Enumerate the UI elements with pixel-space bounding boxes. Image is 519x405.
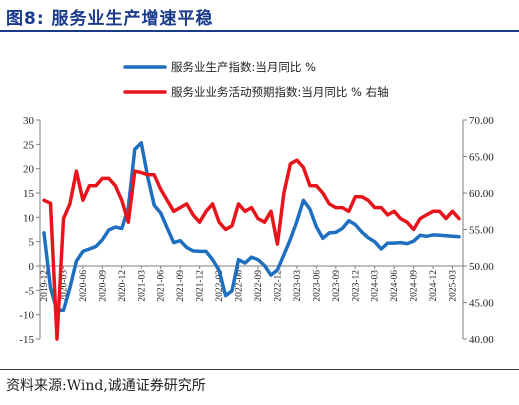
line-chart: -15 -10 -5 0 5 10 15 20 25 30 40.00 45.00 50.00 55.00… bbox=[19, 60, 494, 346]
right-tick-label: 65.00 bbox=[469, 152, 494, 164]
right-tick-label: 60.00 bbox=[469, 188, 494, 200]
right-tick-label: 50.00 bbox=[469, 261, 494, 273]
x-tick-label: 2022-06 bbox=[235, 270, 245, 302]
x-tick-label: 2021-03 bbox=[137, 270, 147, 302]
right-tick-label: 45.00 bbox=[469, 298, 494, 310]
left-tick-label: 20 bbox=[23, 164, 35, 176]
x-tick-label: 2020-12 bbox=[118, 270, 128, 302]
right-tick-label: 70.00 bbox=[469, 115, 494, 127]
x-tick-label: 2022-03 bbox=[215, 270, 225, 302]
x-tick-label: 2021-06 bbox=[157, 270, 167, 302]
x-tick-label: 2021-09 bbox=[176, 270, 186, 302]
source-note: 资料来源:Wind,诚通证券研究所 bbox=[6, 378, 206, 394]
left-tick-label: -5 bbox=[25, 285, 35, 297]
x-tick-label: 2023-06 bbox=[312, 270, 322, 302]
x-tick-label: 2019-12 bbox=[40, 270, 50, 302]
footer-rule bbox=[0, 369, 519, 370]
x-tick-label: 2021-12 bbox=[196, 270, 206, 302]
title-rule bbox=[0, 30, 519, 32]
series-line-business-expectation bbox=[42, 158, 461, 341]
legend-label: 服务业生产指数:当月同比 % bbox=[171, 60, 316, 74]
x-tick-label: 2023-03 bbox=[293, 270, 303, 302]
left-tick-label: 15 bbox=[23, 188, 35, 200]
x-tick-label: 2022-12 bbox=[273, 270, 283, 302]
left-tick-label: 0 bbox=[29, 261, 35, 273]
x-tick-label: 2024-03 bbox=[371, 270, 381, 302]
x-tick-label: 2020-09 bbox=[98, 270, 108, 302]
left-tick-label: 5 bbox=[29, 237, 35, 249]
x-tick-label: 2024-09 bbox=[410, 270, 420, 302]
left-tick-label: 25 bbox=[23, 139, 35, 151]
x-tick-label: 2020-03 bbox=[59, 270, 69, 302]
series-line-services-production bbox=[42, 141, 461, 313]
right-tick-label: 40.00 bbox=[469, 334, 494, 346]
x-tick-label: 2023-09 bbox=[332, 270, 342, 302]
figure-title: 图8: 服务业生产增速平稳 bbox=[6, 9, 214, 29]
x-tick-label: 2025-03 bbox=[449, 270, 459, 302]
left-tick-label: 10 bbox=[23, 212, 35, 224]
x-tick-label: 2022-09 bbox=[254, 270, 264, 302]
left-tick-label: 30 bbox=[23, 115, 35, 127]
right-tick-label: 55.00 bbox=[469, 225, 494, 237]
x-tick-label: 2023-12 bbox=[351, 270, 361, 302]
left-tick-label: -15 bbox=[19, 334, 34, 346]
legend-label: 服务业业务活动预期指数:当月同比 % 右轴 bbox=[171, 85, 389, 99]
x-tick-label: 2024-06 bbox=[390, 270, 400, 302]
x-tick-label: 2020-06 bbox=[79, 270, 89, 302]
x-tick-label: 2024-12 bbox=[429, 270, 439, 302]
left-tick-label: -10 bbox=[19, 310, 34, 322]
